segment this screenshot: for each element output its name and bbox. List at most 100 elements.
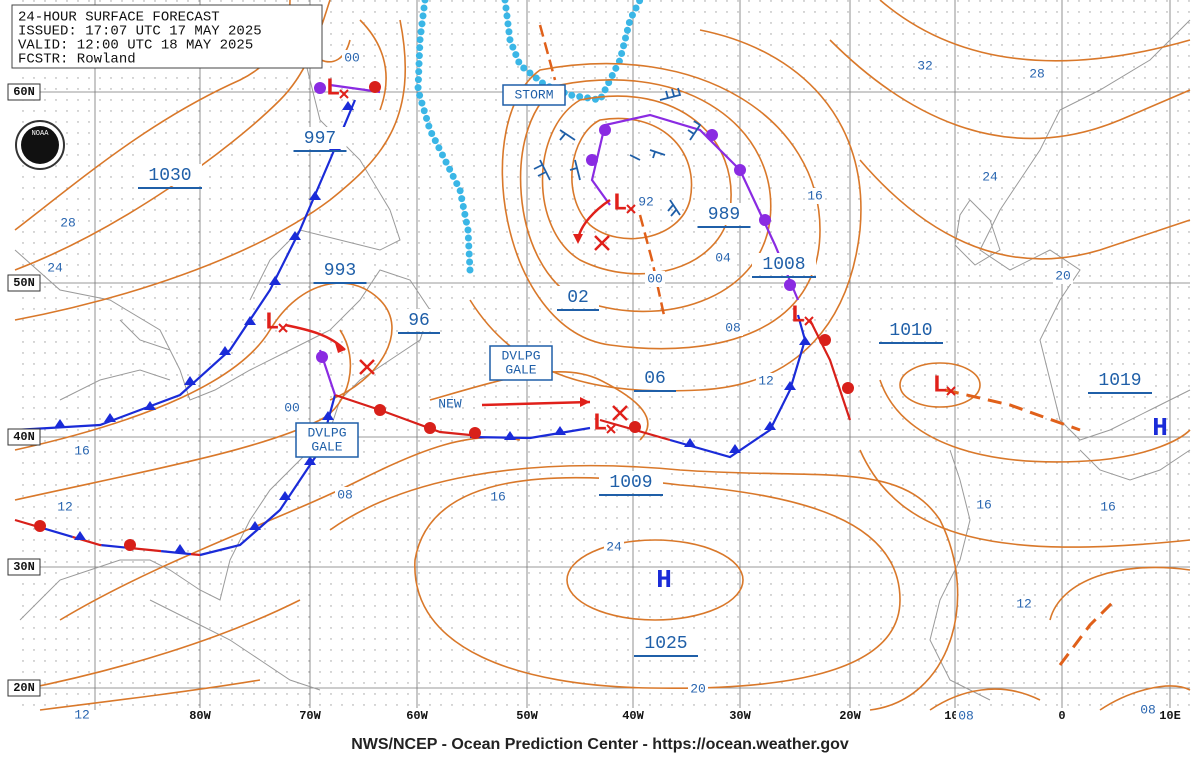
isobar-label: 12 [758,373,774,388]
pressure-label: 997 [304,129,336,149]
front-pip [599,124,611,136]
lon-label: 20W [839,709,861,723]
isobar-label-bg [335,487,355,503]
pressure-label: 96 [408,311,430,331]
pressure-label: 1030 [148,166,191,186]
pressure-label-bg [634,367,676,389]
low-center [278,323,288,333]
pressure-label: 989 [708,205,740,225]
pressure-label-bg [557,286,599,308]
front-pip [289,231,301,240]
lat-label: 40N [13,430,35,444]
isobar-label: 12 [1016,596,1032,611]
warning-box [489,345,553,381]
isobar-label-bg [645,271,665,287]
dot-grid [15,0,1190,710]
isobar-label-bg [58,215,78,231]
low-center [626,204,636,214]
pressure-label-bg [293,127,347,149]
pressure-label-bg [1088,369,1152,391]
front-pip [734,164,746,176]
isobar-label: 28 [1029,66,1045,81]
pressure-label: 993 [324,261,356,281]
isobar-label-bg [1138,702,1158,718]
front-pip [342,101,354,110]
isobar-label: 08 [337,487,353,502]
pressure-label-bg [599,471,663,493]
lon-label-box [1045,708,1079,723]
header-line: 24-HOUR SURFACE FORECAST [18,10,220,26]
pressure-label-bg [398,309,440,331]
front-pip [842,382,854,394]
isobar-label: 00 [344,50,360,65]
lat-label-box [7,83,41,101]
isobar-label: 12 [57,499,73,514]
warning-box [295,422,359,458]
fronts [14,81,1117,666]
header-box [11,4,323,69]
low-center [946,386,956,396]
front-pip [764,421,776,430]
ice-edge [414,0,644,274]
front-pip [799,336,811,345]
lon-label-box [616,708,650,723]
lon-label-box [833,708,867,723]
front-pip [706,129,718,141]
warning-text: STORM [514,87,553,102]
isobar-label: 08 [725,320,741,335]
lon-label: 30W [729,709,751,723]
isobar-label-bg [1098,499,1118,515]
front-pip [369,81,381,93]
low-symbol: L [593,410,607,437]
annotation: NEW [438,396,462,411]
pressure-label: 1009 [609,473,652,493]
lon-label: 70W [299,709,321,723]
front-pip [504,431,516,440]
lon-label: 0 [1058,709,1065,723]
front-pip [424,422,436,434]
header-line: FCSTR: Rowland [18,52,136,68]
isobar-label-bg [713,250,733,266]
front-pip [314,82,326,94]
pressure-label-bg [313,259,367,281]
front-pip [374,404,386,416]
warning-text: DVLPG [501,348,540,363]
low-symbol: L [326,75,340,102]
front-pip [309,191,321,200]
isobar-label: 08 [958,708,974,723]
isobar-label-bg [974,497,994,513]
lat-label-box [7,558,41,576]
lon-label-box [183,708,217,723]
lon-label: 10E [1159,709,1181,723]
isobar-label: 12 [74,707,90,722]
isobar-label: 32 [917,58,933,73]
warning-text: DVLPG [307,425,346,440]
header-line: ISSUED: 17:07 UTC 17 MAY 2025 [18,24,262,40]
low-center [339,89,349,99]
footer: NWS/NCEP - Ocean Prediction Center - htt… [351,736,849,753]
lon-label-box [510,708,544,723]
pressure-label: 1008 [762,255,805,275]
isobar-label-bg [72,707,92,723]
isobar-label: 16 [74,443,90,458]
pressure-label-bg [879,319,943,341]
isobar-label-bg [1014,596,1034,612]
pressure-label-bg [752,253,816,275]
isobar-label-bg [756,373,776,389]
warning-text: GALE [505,362,536,377]
isobar-label-bg [45,260,65,276]
front-pip [104,413,116,422]
lon-label: 40W [622,709,644,723]
front-pip [54,419,66,428]
isobar-label-bg [604,539,624,555]
front-pip [74,531,86,540]
lon-label-box [723,708,757,723]
isobar-label-bg [1053,268,1073,284]
front-pip [279,491,291,500]
front-pip [586,154,598,166]
isobar-label-bg [980,169,1000,185]
front-pip [316,351,328,363]
front-pip [124,539,136,551]
low-symbol: L [791,302,805,329]
